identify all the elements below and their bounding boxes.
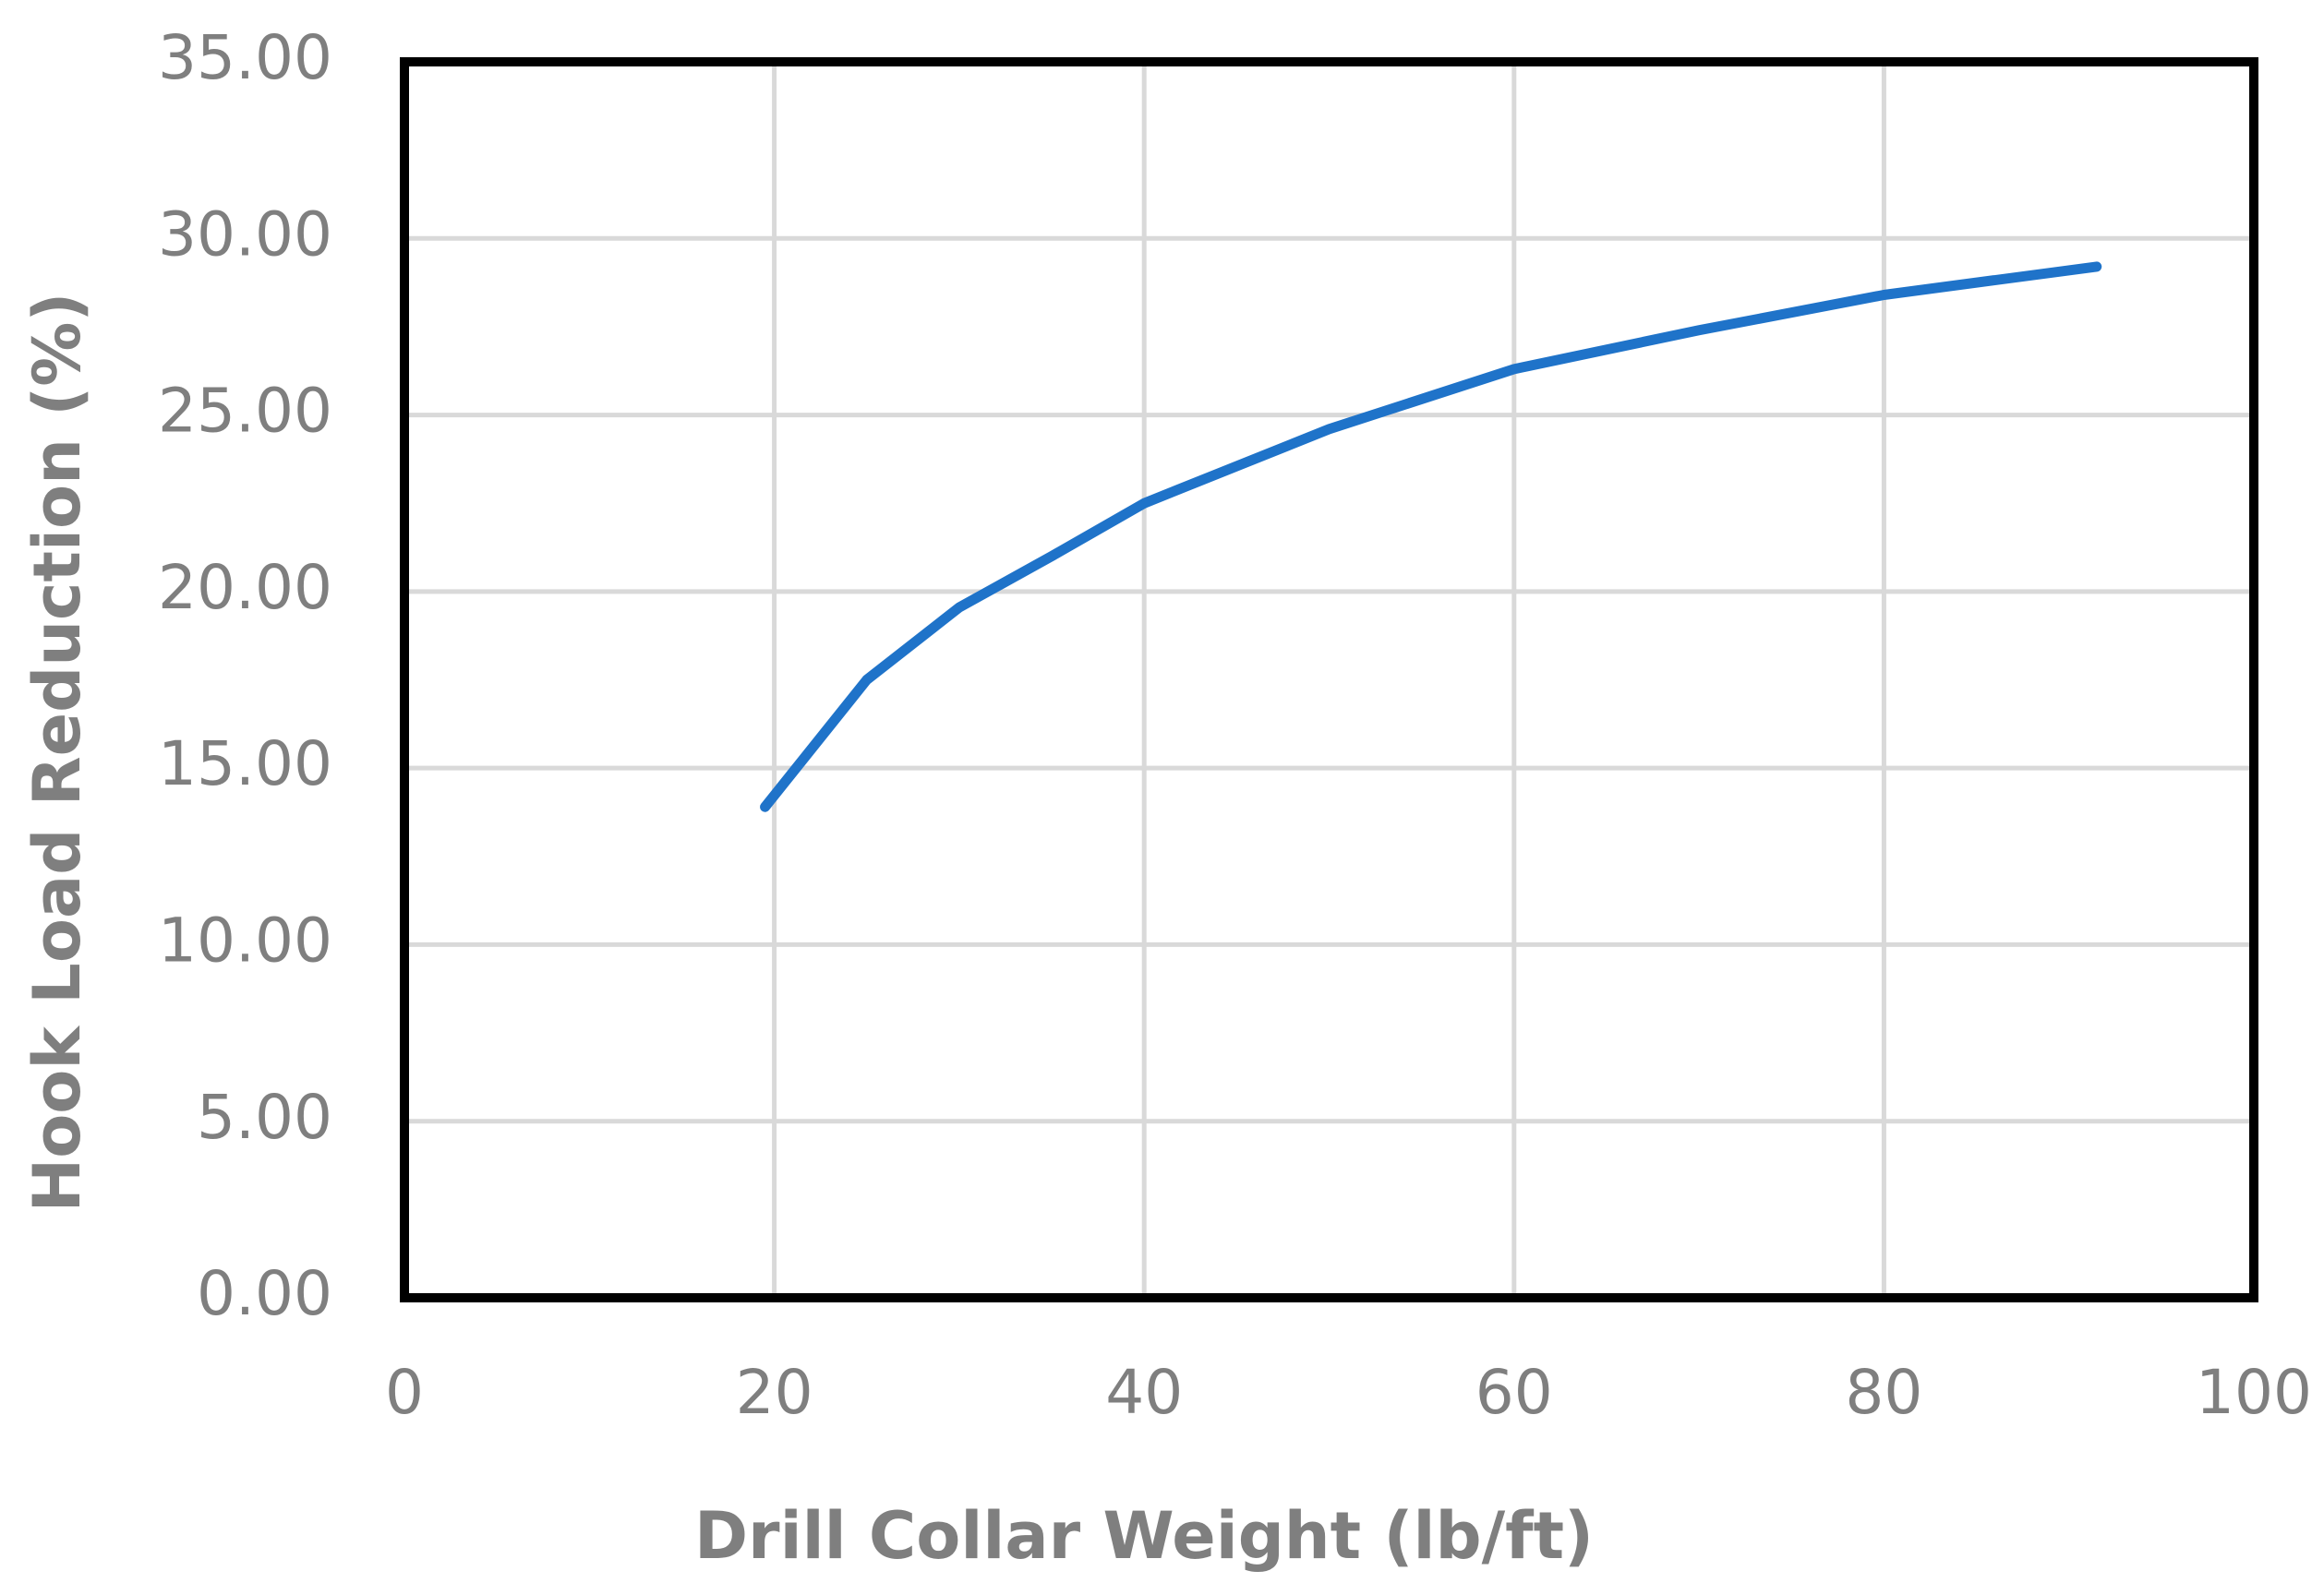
plot-frame (400, 57, 2258, 1302)
y-tick-label: 35.00 (158, 22, 332, 93)
x-tick-label: 40 (1105, 1357, 1183, 1428)
y-tick-label: 30.00 (158, 198, 332, 270)
x-tick-label: 100 (2196, 1357, 2312, 1428)
line-series (760, 261, 2102, 812)
y-tick-label: 10.00 (158, 905, 332, 976)
x-tick-label: 60 (1475, 1357, 1553, 1428)
x-tick-label: 20 (736, 1357, 813, 1428)
x-tick-label: 0 (385, 1357, 424, 1428)
y-tick-label: 15.00 (158, 728, 332, 799)
x-axis-title: Drill Collar Weight (lb/ft) (694, 1498, 1594, 1574)
y-tick-label: 5.00 (197, 1082, 332, 1153)
y-tick-label: 0.00 (197, 1258, 332, 1329)
y-tick-label: 20.00 (158, 552, 332, 623)
y-axis-title: Hook Load Reduction (%) (19, 293, 95, 1213)
x-tick-label: 80 (1845, 1357, 1922, 1428)
y-tick-label: 25.00 (158, 376, 332, 447)
